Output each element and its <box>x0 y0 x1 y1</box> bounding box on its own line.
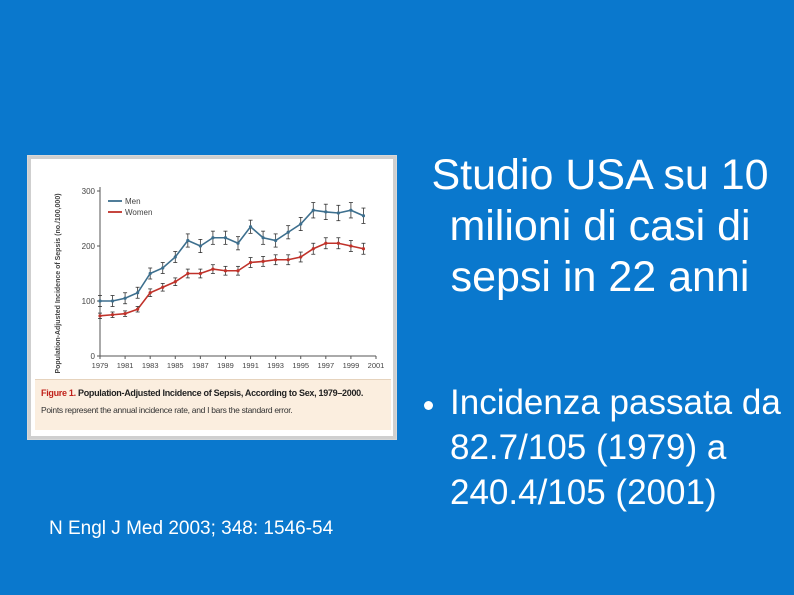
caption-body-text: Points represent the annual incidence ra… <box>41 405 293 415</box>
bullet-list: Incidenza passata da 82.7/105 (1979) a 2… <box>420 380 790 515</box>
legend-label: Men <box>125 197 141 206</box>
data-point-men <box>311 208 315 212</box>
figure-caption: Figure 1. Population-Adjusted Incidence … <box>35 379 391 430</box>
data-point-women <box>211 267 215 271</box>
series-line-women <box>99 242 364 317</box>
x-tick-label: 1981 <box>117 361 134 370</box>
x-tick-label: 1985 <box>167 361 184 370</box>
bullet-dot-icon <box>424 401 433 410</box>
data-point-men <box>274 238 278 243</box>
figure-card: 0 100 200 300 1979 1981 1983 1985 1987 1989 1991 19… <box>27 155 397 440</box>
data-point-men <box>123 296 127 300</box>
y-tick-label: 0 <box>91 352 96 361</box>
data-point-men <box>261 236 265 240</box>
x-tick-label: 1989 <box>217 361 234 370</box>
data-point-men <box>211 236 215 240</box>
bullet-text: Incidenza passata da 82.7/105 (1979) a 2… <box>450 383 781 512</box>
x-tick-label: 2001 <box>368 361 385 370</box>
bullet-item: Incidenza passata da 82.7/105 (1979) a 2… <box>420 380 790 515</box>
x-tick-label: 1991 <box>242 361 259 370</box>
data-point-women <box>324 241 328 245</box>
data-point-women <box>198 271 202 276</box>
caption-title-text: Population-Adjusted Incidence of Sepsis,… <box>78 388 364 398</box>
data-point-women <box>161 285 165 289</box>
data-point-women <box>136 307 140 311</box>
data-point-women <box>123 312 127 316</box>
citation-reference: N Engl J Med 2003; 348: 1546-54 <box>49 518 334 539</box>
x-tick-label: 1997 <box>317 361 334 370</box>
caption-title-line: Figure 1. Population-Adjusted Incidence … <box>41 388 387 398</box>
data-point-men <box>173 255 177 259</box>
x-tick-label: 1995 <box>292 361 309 370</box>
data-point-men <box>349 208 353 212</box>
data-point-men <box>248 225 253 229</box>
data-point-men <box>136 291 140 295</box>
caption-figure-label: Figure 1. <box>41 388 76 398</box>
data-point-women <box>349 244 353 248</box>
data-point-men <box>98 299 102 303</box>
data-point-women <box>110 313 115 317</box>
data-point-women <box>299 255 303 259</box>
y-axis-label: Population-Adjusted Incidence of Sepsis … <box>55 193 62 373</box>
data-point-men <box>148 271 152 276</box>
data-point-women <box>361 247 366 251</box>
incidence-chart: 0 100 200 300 1979 1981 1983 1985 1987 1989 1991 19… <box>55 187 385 374</box>
data-point-women <box>236 269 240 273</box>
x-tick-label: 1987 <box>192 361 209 370</box>
slide-title: Studio USA su 10 milioni di casi di seps… <box>431 151 769 301</box>
data-point-men <box>198 244 202 248</box>
y-tick-label: 300 <box>82 187 96 196</box>
data-point-men <box>299 222 303 226</box>
data-point-men <box>236 241 240 245</box>
data-point-women <box>148 291 152 295</box>
data-point-men <box>361 214 366 218</box>
data-point-women <box>98 314 102 318</box>
y-tick-label: 200 <box>82 242 96 251</box>
data-point-men <box>110 299 115 303</box>
data-point-women <box>286 258 290 262</box>
data-point-women <box>186 271 190 276</box>
x-tick-label: 1979 <box>92 361 109 370</box>
x-tick-label: 1999 <box>343 361 360 370</box>
legend-label: Women <box>125 208 152 217</box>
data-point-women <box>311 247 315 251</box>
data-point-women <box>274 258 278 262</box>
data-point-women <box>336 241 340 245</box>
data-point-men <box>286 230 290 234</box>
data-point-women <box>248 260 253 265</box>
data-point-women <box>173 280 177 284</box>
series-line-men <box>100 209 364 302</box>
data-point-men <box>161 266 165 270</box>
data-point-women <box>223 269 228 273</box>
y-tick-label: 100 <box>82 297 96 306</box>
data-point-men <box>336 211 340 215</box>
data-point-men <box>186 238 190 243</box>
data-point-women <box>261 259 265 263</box>
data-point-men <box>223 236 228 240</box>
x-tick-label: 1983 <box>142 361 159 370</box>
x-tick-label: 1993 <box>267 361 284 370</box>
data-point-men <box>324 210 328 214</box>
